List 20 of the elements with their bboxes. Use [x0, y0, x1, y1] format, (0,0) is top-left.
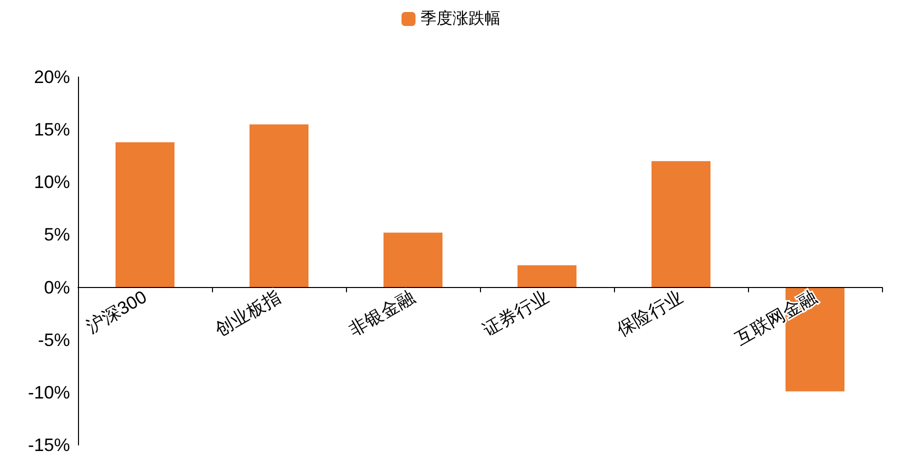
x-tick-label: 创业板指 [212, 286, 284, 340]
y-tick-label: 10% [34, 172, 70, 192]
y-tick-label: 20% [34, 67, 70, 87]
bar [518, 265, 576, 288]
x-tick-label: 互联网金融 [732, 286, 820, 349]
bar [384, 232, 442, 288]
x-tick-label: 证券行业 [480, 286, 552, 340]
bar [652, 161, 710, 288]
bar [116, 142, 174, 288]
x-tick-label: 沪深300 [82, 286, 150, 337]
y-tick-label: -5% [38, 330, 70, 350]
y-tick-label: -15% [28, 435, 70, 455]
y-tick-label: 0% [44, 277, 70, 298]
bar [250, 124, 308, 288]
y-tick-label: 15% [34, 120, 70, 140]
y-tick-label: 5% [44, 224, 70, 245]
legend-label: 季度涨跌幅 [420, 10, 500, 28]
x-tick-label: 非银金融 [346, 286, 418, 340]
y-tick-label: -10% [28, 382, 70, 402]
x-tick-label: 保险行业 [614, 286, 686, 340]
